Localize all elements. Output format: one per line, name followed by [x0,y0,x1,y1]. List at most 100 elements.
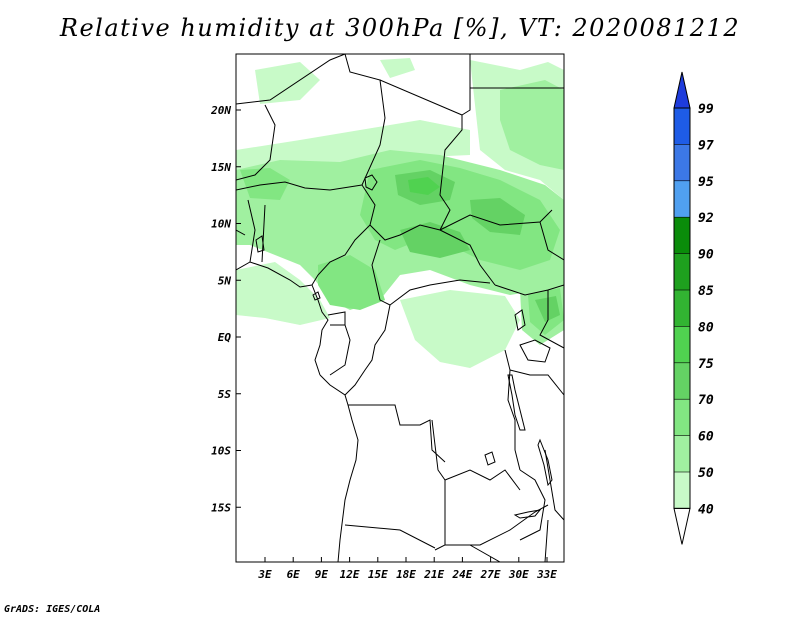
shade-ethiopia [500,80,564,170]
lon-label: 24E [451,568,472,581]
lon-label: 21E [423,568,444,581]
border-libya-egypt-sudan [461,54,471,116]
lat-label: 10S [211,445,231,458]
lake-volta [255,235,265,253]
country-borders [236,54,564,562]
border-west-africa-inner [236,199,266,263]
colorbar-label: 60 [698,430,714,445]
colorbar-top-cap [673,71,691,109]
border-uganda-kenya [539,290,564,349]
border-zimbabwe-south [469,519,549,562]
colorbar-label: 99 [698,102,714,117]
coast-gulf-guinea [311,284,329,376]
colorbar: 99 97 95 92 90 85 80 75 70 60 50 40 [673,71,714,545]
lake-mweru [484,451,496,466]
islands-bioko [312,291,321,301]
shade-congo-north [400,290,520,368]
lat-label: 20N [210,104,231,117]
lon-label: 6E [287,568,301,581]
border-zambia-malawi [519,469,546,541]
lake-victoria [519,339,551,363]
border-chad-car [369,224,441,241]
coast-congo-angola [319,374,359,562]
colorbar-segment [674,399,690,436]
border-west-africa-coast [236,261,313,288]
colorbar-label: 75 [698,357,714,372]
shade-north-patch-2 [380,58,415,78]
border-nigeria-cameroon [311,184,376,286]
shade-north-patch [255,62,320,104]
shade-cameroon [318,255,385,310]
colorbar-label: 97 [698,138,714,153]
humidity-shading [236,58,564,368]
colorbar-label: 90 [698,248,714,263]
longitude-axis: 3E 6E 9E 12E 15E 18E 21E 24E 27E 30E 33E [257,557,557,581]
shade-chad-peak [408,177,440,195]
grads-credit: GrADS: IGES/COLA [4,604,101,615]
lon-label: 9E [315,568,329,581]
border-gabon-congo [329,324,351,376]
border-ssudan-uganda [494,284,564,296]
colorbar-segment [674,362,690,400]
latitude-axis: 20N 15N 10N 5N EQ 5S 10S 15S [210,104,241,514]
border-angola-namibia [344,524,436,549]
lat-label: 15S [211,501,231,514]
map-frame [235,53,565,563]
lon-label: 33E [536,568,557,581]
colorbar-segment [674,326,690,363]
border-ssudan-east [539,221,564,261]
border-car-sudan [439,229,496,286]
lat-label: 5N [218,274,232,287]
colorbar-label: 85 [698,284,714,299]
border-mozambique [544,449,564,521]
shade-car [400,222,470,258]
colorbar-segment [674,108,690,145]
border-chad-sudan [439,115,463,231]
colorbar-bottom-cap [673,507,691,545]
border-car-drc [389,279,491,306]
border-niger-nigeria [236,181,363,191]
lat-label: EQ [218,331,232,344]
lon-label: 18E [396,568,416,581]
lon-label: 30E [508,568,529,581]
border-libya-chad [379,79,463,116]
colorbar-label: 80 [698,320,714,335]
border-algeria-niger [236,54,346,105]
lon-label: 12E [340,568,360,581]
lake-malawi [537,438,553,487]
chart-title: Relative humidity at 300hPa [%], VT: 202… [59,14,741,42]
colorbar-segment [674,180,690,218]
border-rwanda-tanzania [509,369,564,396]
lon-label: 15E [368,568,388,581]
colorbar-segment [674,472,690,509]
shade-sudan-core [470,198,525,235]
border-drc-angola [348,404,446,463]
shade-guinea-coast [236,262,330,325]
lat-label: 10N [211,218,231,231]
colorbar-label: 95 [698,175,714,190]
colorbar-label: 40 [698,502,714,517]
lakes [255,174,553,519]
colorbar-label: 70 [698,393,714,408]
lake-tanganyika [507,374,526,431]
lon-label: 3E [257,568,272,581]
border-niger-chad [344,54,386,186]
lake-chad [364,174,378,191]
border-cameroon-car [371,239,391,306]
colorbar-segment [674,144,690,181]
border-congo-drc [344,304,391,396]
lat-label: 15N [211,161,231,174]
colorbar-segment [674,435,690,472]
border-equatorial-guinea-gabon [327,311,346,326]
colorbar-segment [674,253,690,290]
colorbar-segment [674,290,690,327]
colorbar-label: 92 [698,211,714,226]
lon-label: 27E [480,568,501,581]
border-drc-zambia [444,469,521,491]
lake-kariba [513,509,542,519]
lake-albert [514,309,526,331]
border-sudan-ssudan [439,209,553,231]
border-drc-east [504,349,521,471]
border-angola-zambia [431,419,446,551]
colorbar-segment [674,217,690,254]
